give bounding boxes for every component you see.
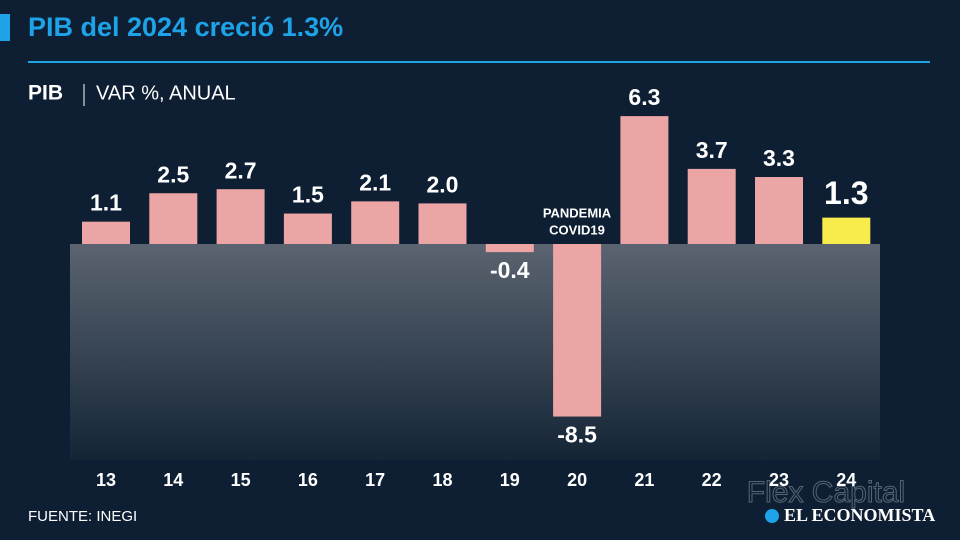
- value-label: 3.3: [763, 145, 795, 171]
- bar: [82, 221, 130, 244]
- value-label: 2.0: [427, 171, 459, 197]
- x-tick-label: 15: [231, 470, 251, 490]
- value-label: 2.5: [157, 161, 189, 187]
- bar: [418, 203, 467, 244]
- bar: [283, 213, 332, 244]
- bar: [485, 244, 534, 253]
- bar: [687, 168, 736, 244]
- bar: [216, 189, 265, 244]
- value-label: 1.3: [824, 175, 868, 211]
- x-tick-label: 19: [500, 470, 520, 490]
- x-tick-label: 23: [769, 470, 789, 490]
- x-tick-label: 18: [432, 470, 452, 490]
- value-label: 1.5: [292, 182, 324, 208]
- bar: [620, 116, 669, 244]
- subtitle-bold: PIB: [28, 82, 63, 105]
- bar: [822, 217, 871, 244]
- value-label: -0.4: [490, 257, 530, 283]
- brand: EL ECONOMISTA: [784, 505, 935, 525]
- annotation: PANDEMIA: [543, 205, 612, 220]
- brand-logo: [765, 509, 779, 523]
- chart-title: PIB del 2024 creció 1.3%: [28, 12, 343, 42]
- bar: [149, 193, 198, 244]
- x-tick-label: 14: [163, 470, 183, 490]
- bar: [351, 201, 400, 244]
- value-label: 2.1: [359, 169, 391, 195]
- x-tick-label: 16: [298, 470, 318, 490]
- x-tick-label: 21: [634, 470, 654, 490]
- value-label: 6.3: [628, 84, 660, 110]
- source: FUENTE: INEGI: [28, 508, 137, 525]
- value-label: -8.5: [557, 422, 597, 448]
- x-tick-label: 13: [96, 470, 116, 490]
- value-label: 2.7: [225, 157, 257, 183]
- negative-panel: [70, 244, 880, 460]
- x-tick-label: 22: [702, 470, 722, 490]
- value-label: 1.1: [90, 190, 122, 216]
- bar: [755, 177, 803, 244]
- subtitle: VAR %, ANUAL: [96, 82, 236, 104]
- x-tick-label: 17: [365, 470, 385, 490]
- x-tick-label: 20: [567, 470, 587, 490]
- value-label: 3.7: [696, 137, 728, 163]
- bar: [553, 244, 602, 417]
- watermark: Flex Capital: [747, 476, 905, 509]
- x-tick-label: 24: [836, 470, 856, 490]
- title-marker: [0, 14, 10, 41]
- annotation: COVID19: [549, 222, 605, 237]
